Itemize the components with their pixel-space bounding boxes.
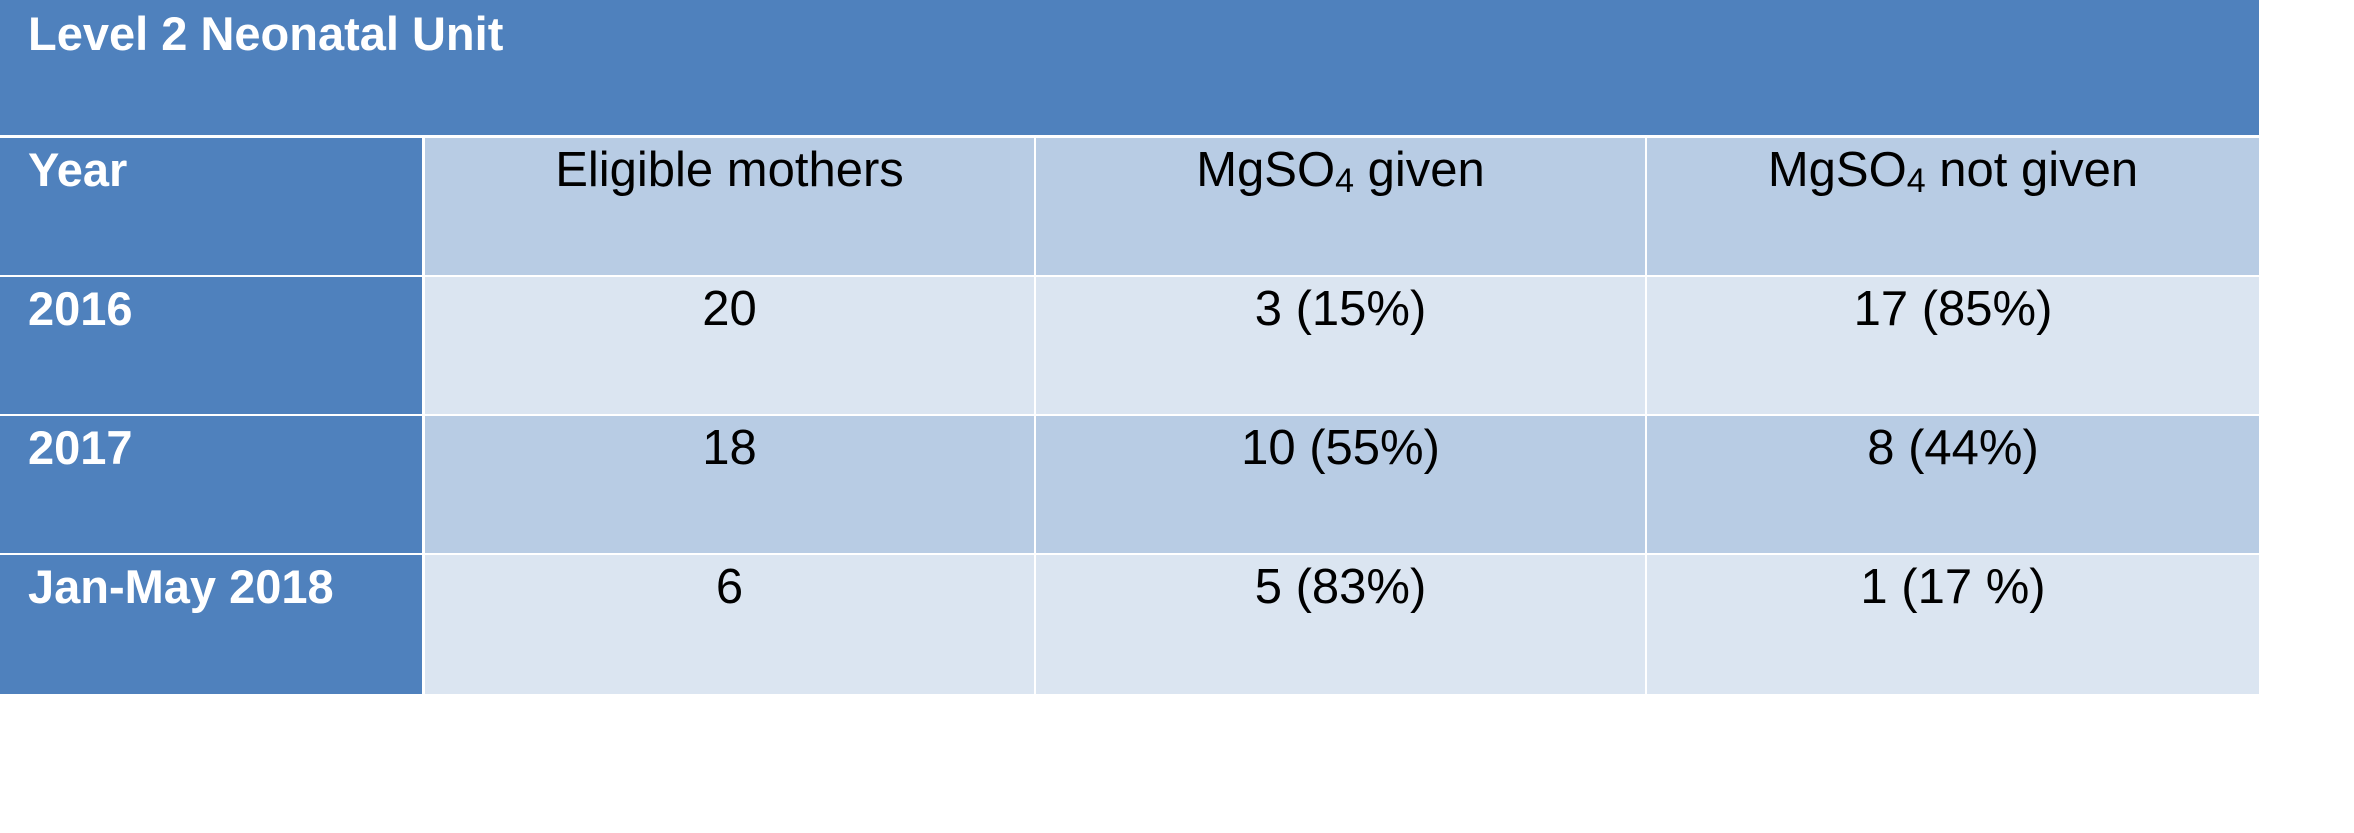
table-title-row: Level 2 Neonatal Unit (0, 0, 2259, 138)
header-not-given-prefix: MgSO (1767, 143, 1907, 197)
header-year: Year (0, 138, 425, 275)
header-eligible-mothers: Eligible mothers (425, 138, 1036, 275)
header-mgso4-given: MgSO4 given (1036, 138, 1647, 275)
header-not-given-suffix: not given (1925, 143, 2139, 197)
row-eligible: 6 (425, 555, 1036, 694)
table-row: 2017 18 10 (55%) 8 (44%) (0, 416, 2259, 555)
header-given-subscript: 4 (1335, 162, 1355, 200)
row-given: 5 (83%) (1036, 555, 1647, 694)
header-mgso4-not-given: MgSO4 not given (1647, 138, 2259, 275)
row-not-given: 1 (17 %) (1647, 555, 2259, 694)
row-not-given: 8 (44%) (1647, 416, 2259, 553)
header-given-prefix: MgSO (1196, 143, 1336, 197)
row-year: Jan-May 2018 (0, 555, 425, 694)
neonatal-table: Level 2 Neonatal Unit Year Eligible moth… (0, 0, 2259, 694)
header-row: Year Eligible mothers MgSO4 given MgSO4 … (0, 138, 2259, 277)
table-row: Jan-May 2018 6 5 (83%) 1 (17 %) (0, 555, 2259, 694)
table-title: Level 2 Neonatal Unit (28, 7, 504, 60)
row-not-given: 17 (85%) (1647, 277, 2259, 414)
row-eligible: 18 (425, 416, 1036, 553)
row-eligible: 20 (425, 277, 1036, 414)
table-row: 2016 20 3 (15%) 17 (85%) (0, 277, 2259, 416)
row-year: 2017 (0, 416, 425, 553)
row-given: 10 (55%) (1036, 416, 1647, 553)
header-given-suffix: given (1354, 143, 1485, 197)
row-given: 3 (15%) (1036, 277, 1647, 414)
row-year: 2016 (0, 277, 425, 414)
header-not-given-subscript: 4 (1906, 162, 1926, 200)
